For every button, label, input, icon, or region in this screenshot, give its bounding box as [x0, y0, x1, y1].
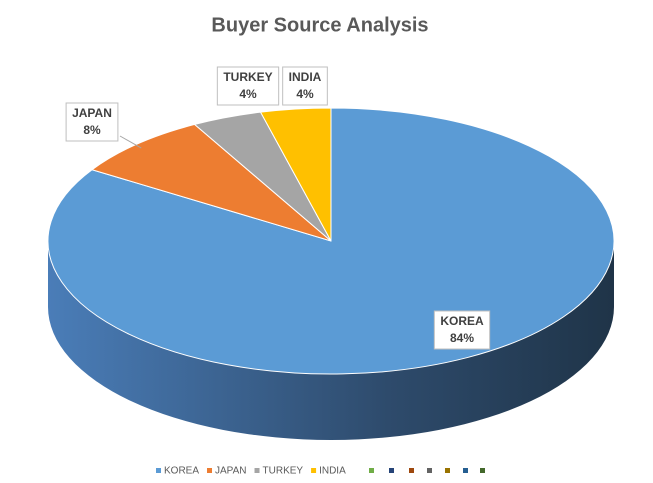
label-box — [216, 66, 280, 106]
legend-marker — [311, 468, 317, 473]
legend-marker — [369, 468, 374, 473]
legend-marker — [207, 468, 213, 473]
legend-marker — [463, 468, 468, 473]
slice — [90, 123, 332, 242]
data-label: 4% — [239, 87, 257, 101]
legend-marker — [409, 468, 414, 473]
legend-marker — [389, 468, 394, 473]
legend-marker — [480, 468, 485, 473]
legend-label: KOREA — [164, 466, 199, 477]
legend-marker — [254, 468, 260, 473]
slice — [259, 107, 332, 242]
data-label: 8% — [83, 123, 101, 137]
legend-marker — [445, 468, 450, 473]
legend-label: INDIA — [319, 466, 346, 477]
legend-label: JAPAN — [215, 466, 247, 477]
leader-line — [119, 135, 142, 149]
data-label-name: TURKEY — [223, 70, 272, 84]
label-box — [282, 66, 328, 106]
legend-label: TURKEY — [263, 466, 304, 477]
label-box — [65, 102, 119, 142]
slice-side — [48, 241, 614, 440]
data-label-name: KOREA — [440, 314, 484, 328]
data-label-name: INDIA — [289, 70, 322, 84]
label-box — [433, 310, 491, 350]
chart-title: Buyer Source Analysis — [211, 14, 428, 36]
data-label: 4% — [296, 87, 314, 101]
data-label: 84% — [450, 331, 474, 345]
data-label-name: JAPAN — [72, 106, 112, 120]
legend-extra-markers — [369, 468, 485, 473]
legend-marker — [156, 468, 161, 473]
legend-marker — [427, 468, 432, 473]
